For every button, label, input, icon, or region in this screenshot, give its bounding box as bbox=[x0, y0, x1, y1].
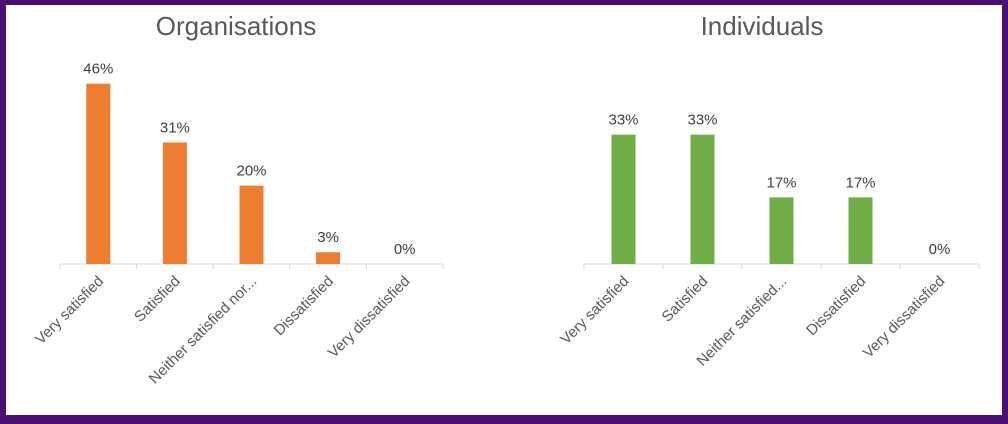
data-label: 31% bbox=[160, 119, 190, 136]
bar bbox=[162, 142, 187, 264]
data-label: 17% bbox=[766, 174, 796, 191]
bar bbox=[848, 197, 873, 264]
chart-title: Organisations bbox=[156, 11, 316, 41]
x-tick-label: Very satisfied bbox=[557, 273, 632, 348]
charts-canvas: Organisations 46% Very satisfied 31% Satisf… bbox=[32, 11, 980, 387]
x-tick-label: Dissatisfied bbox=[271, 273, 337, 339]
data-label: 0% bbox=[394, 241, 416, 258]
data-label: 46% bbox=[83, 61, 113, 78]
chart-title: Individuals bbox=[701, 11, 824, 41]
x-tick-label: Dissatisfied bbox=[803, 273, 869, 339]
chart-individuals: Individuals 33% Very satisfied 33% Satisfie… bbox=[557, 11, 980, 370]
x-tick-label: Satisfied bbox=[659, 273, 712, 326]
bar bbox=[316, 252, 341, 264]
data-label: 20% bbox=[236, 163, 266, 180]
chart-frame: Organisations 46% Very satisfied 31% Satisf… bbox=[6, 5, 1002, 415]
data-label: 17% bbox=[845, 174, 875, 191]
x-tick-label: Very dissatisfied bbox=[860, 273, 949, 362]
data-label: 3% bbox=[317, 229, 339, 246]
data-label: 33% bbox=[608, 112, 638, 129]
bar bbox=[690, 134, 715, 264]
bar bbox=[86, 83, 111, 265]
bar bbox=[239, 185, 264, 264]
data-label: 33% bbox=[687, 112, 717, 129]
bar bbox=[769, 197, 794, 264]
x-tick-label: Very satisfied bbox=[32, 273, 107, 348]
data-label: 0% bbox=[929, 241, 951, 258]
x-tick-label: Very dissatisfied bbox=[325, 273, 414, 362]
chart-organisations: Organisations 46% Very satisfied 31% Satisf… bbox=[32, 11, 444, 387]
bar bbox=[611, 134, 636, 264]
x-tick-label: Satisfied bbox=[131, 273, 184, 326]
